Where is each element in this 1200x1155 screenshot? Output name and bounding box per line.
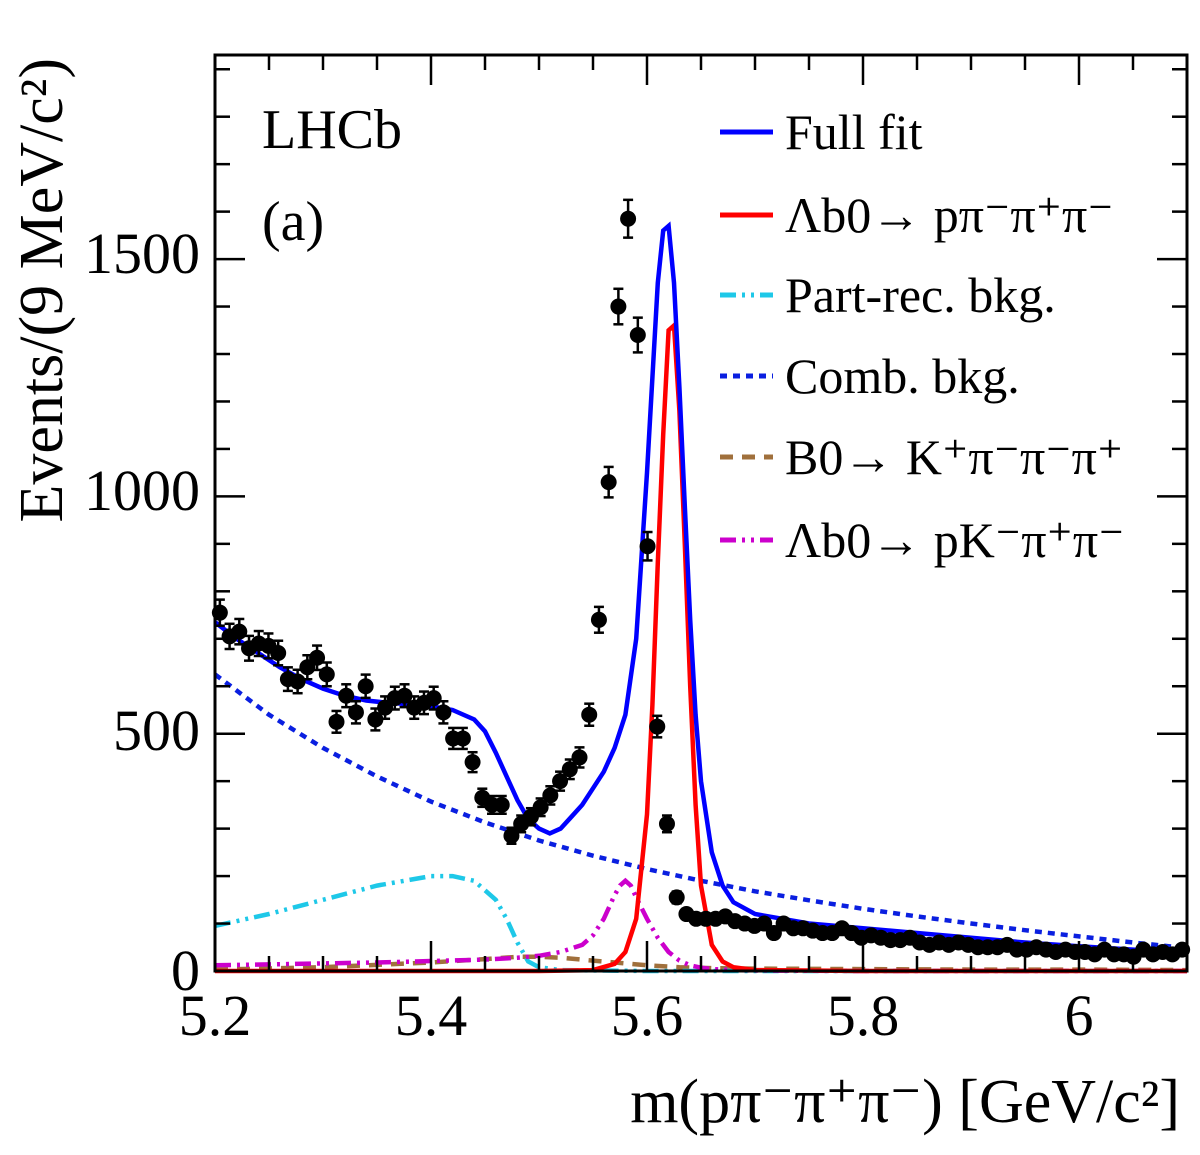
legend-label-b0: B0→ K⁺π⁻π⁻π⁺ bbox=[785, 429, 1123, 485]
data-point bbox=[590, 605, 607, 634]
data-point bbox=[406, 695, 423, 721]
legend-label-pk: Λb0→ pK⁻π⁺π⁻ bbox=[785, 512, 1125, 568]
data-point bbox=[357, 673, 374, 700]
curve-pk bbox=[214, 877, 1187, 974]
legend-entry-partrec: Part-rec. bkg. bbox=[720, 267, 1056, 323]
data-points bbox=[211, 198, 1191, 965]
data-point bbox=[503, 826, 520, 845]
legend-label-comb: Comb. bkg. bbox=[785, 348, 1020, 404]
data-point bbox=[231, 617, 248, 646]
data-marker bbox=[425, 690, 442, 707]
data-marker bbox=[581, 706, 598, 723]
y-tick-label: 0 bbox=[171, 938, 200, 1003]
legend-entry-b0: B0→ K⁺π⁻π⁻π⁺ bbox=[720, 429, 1123, 485]
data-marker bbox=[503, 827, 520, 844]
legend-entry-signal: Λb0→ pπ⁻π⁺π⁻ bbox=[720, 187, 1114, 243]
data-marker bbox=[338, 687, 355, 704]
data-marker bbox=[649, 718, 666, 735]
data-marker bbox=[542, 787, 559, 804]
x-tick-label: 5.2 bbox=[179, 983, 252, 1048]
data-point bbox=[299, 653, 316, 681]
data-point bbox=[853, 929, 870, 946]
axis-ticks bbox=[213, 55, 1189, 973]
data-point bbox=[289, 668, 306, 695]
legend-entry-full: Full fit bbox=[720, 104, 923, 160]
legend-entry-pk: Λb0→ pK⁻π⁺π⁻ bbox=[720, 512, 1125, 568]
data-point bbox=[454, 726, 471, 751]
y-tick-label: 500 bbox=[113, 698, 200, 763]
data-point bbox=[571, 746, 588, 769]
data-marker bbox=[347, 704, 364, 721]
data-point bbox=[658, 814, 675, 834]
data-marker bbox=[571, 749, 588, 766]
data-point bbox=[649, 714, 666, 739]
data-marker bbox=[493, 796, 510, 813]
data-marker bbox=[396, 687, 413, 704]
y-tick-label: 1000 bbox=[84, 458, 200, 523]
data-marker bbox=[454, 730, 471, 747]
legend-label-partrec: Part-rec. bkg. bbox=[785, 267, 1056, 323]
data-point bbox=[668, 889, 685, 906]
data-point bbox=[464, 750, 481, 774]
data-marker bbox=[532, 799, 549, 816]
data-point bbox=[600, 465, 617, 499]
data-point bbox=[318, 661, 335, 688]
data-point bbox=[338, 683, 355, 709]
data-marker bbox=[668, 889, 685, 906]
data-marker bbox=[318, 666, 335, 683]
data-marker bbox=[600, 474, 617, 491]
x-tick-label: 5.8 bbox=[827, 983, 900, 1048]
data-marker bbox=[610, 298, 627, 315]
x-tick-label: 6 bbox=[1065, 983, 1094, 1048]
data-marker bbox=[231, 623, 248, 640]
data-point bbox=[270, 639, 287, 667]
data-marker bbox=[435, 704, 452, 721]
curve-signal bbox=[215, 320, 1187, 974]
data-marker bbox=[357, 678, 374, 695]
x-tick-labels: 5.2 5.4 5.6 5.8 6 bbox=[179, 983, 1094, 1048]
x-tick-label: 5.6 bbox=[611, 983, 684, 1048]
data-marker bbox=[464, 754, 481, 771]
panel-label: (a) bbox=[262, 191, 324, 253]
x-tick-label: 5.4 bbox=[395, 983, 468, 1048]
legend-entry-comb: Comb. bkg. bbox=[720, 348, 1020, 404]
legend-label-full: Full fit bbox=[785, 104, 923, 160]
data-point bbox=[620, 198, 637, 239]
data-marker bbox=[270, 645, 287, 662]
data-marker bbox=[629, 327, 646, 344]
data-point bbox=[347, 700, 364, 725]
data-point bbox=[639, 530, 656, 562]
data-marker bbox=[552, 773, 569, 790]
data-point bbox=[493, 794, 510, 816]
legend-label-signal: Λb0→ pπ⁻π⁺π⁻ bbox=[785, 187, 1114, 243]
curve-full bbox=[213, 221, 1188, 956]
data-point bbox=[610, 287, 627, 326]
y-axis-label: Events/(9 MeV/c²) bbox=[8, 58, 76, 523]
data-point bbox=[542, 785, 559, 806]
data-point bbox=[940, 936, 957, 953]
data-point bbox=[561, 758, 578, 781]
x-axis-label: m(pπ⁻π⁺π⁻) [GeV/c²] bbox=[630, 1068, 1180, 1136]
data-marker bbox=[367, 711, 384, 728]
data-point bbox=[552, 770, 569, 792]
data-marker bbox=[309, 649, 326, 666]
data-marker bbox=[561, 761, 578, 778]
legend: Full fit Λb0→ pπ⁻π⁺π⁻ Part-rec. bkg. Com… bbox=[720, 104, 1125, 568]
y-tick-labels: 0 500 1000 1500 bbox=[84, 221, 200, 1003]
data-marker bbox=[328, 713, 345, 730]
data-point bbox=[396, 683, 413, 709]
data-point bbox=[435, 700, 452, 725]
data-point bbox=[328, 709, 345, 734]
fit-curves bbox=[213, 221, 1188, 974]
data-marker bbox=[658, 815, 675, 832]
data-point bbox=[629, 316, 646, 354]
data-marker bbox=[590, 611, 607, 628]
experiment-label: LHCb bbox=[262, 99, 402, 161]
data-point bbox=[581, 702, 598, 727]
data-marker bbox=[639, 538, 656, 555]
data-marker bbox=[620, 210, 637, 227]
y-tick-label: 1500 bbox=[84, 221, 200, 286]
data-marker bbox=[289, 673, 306, 690]
